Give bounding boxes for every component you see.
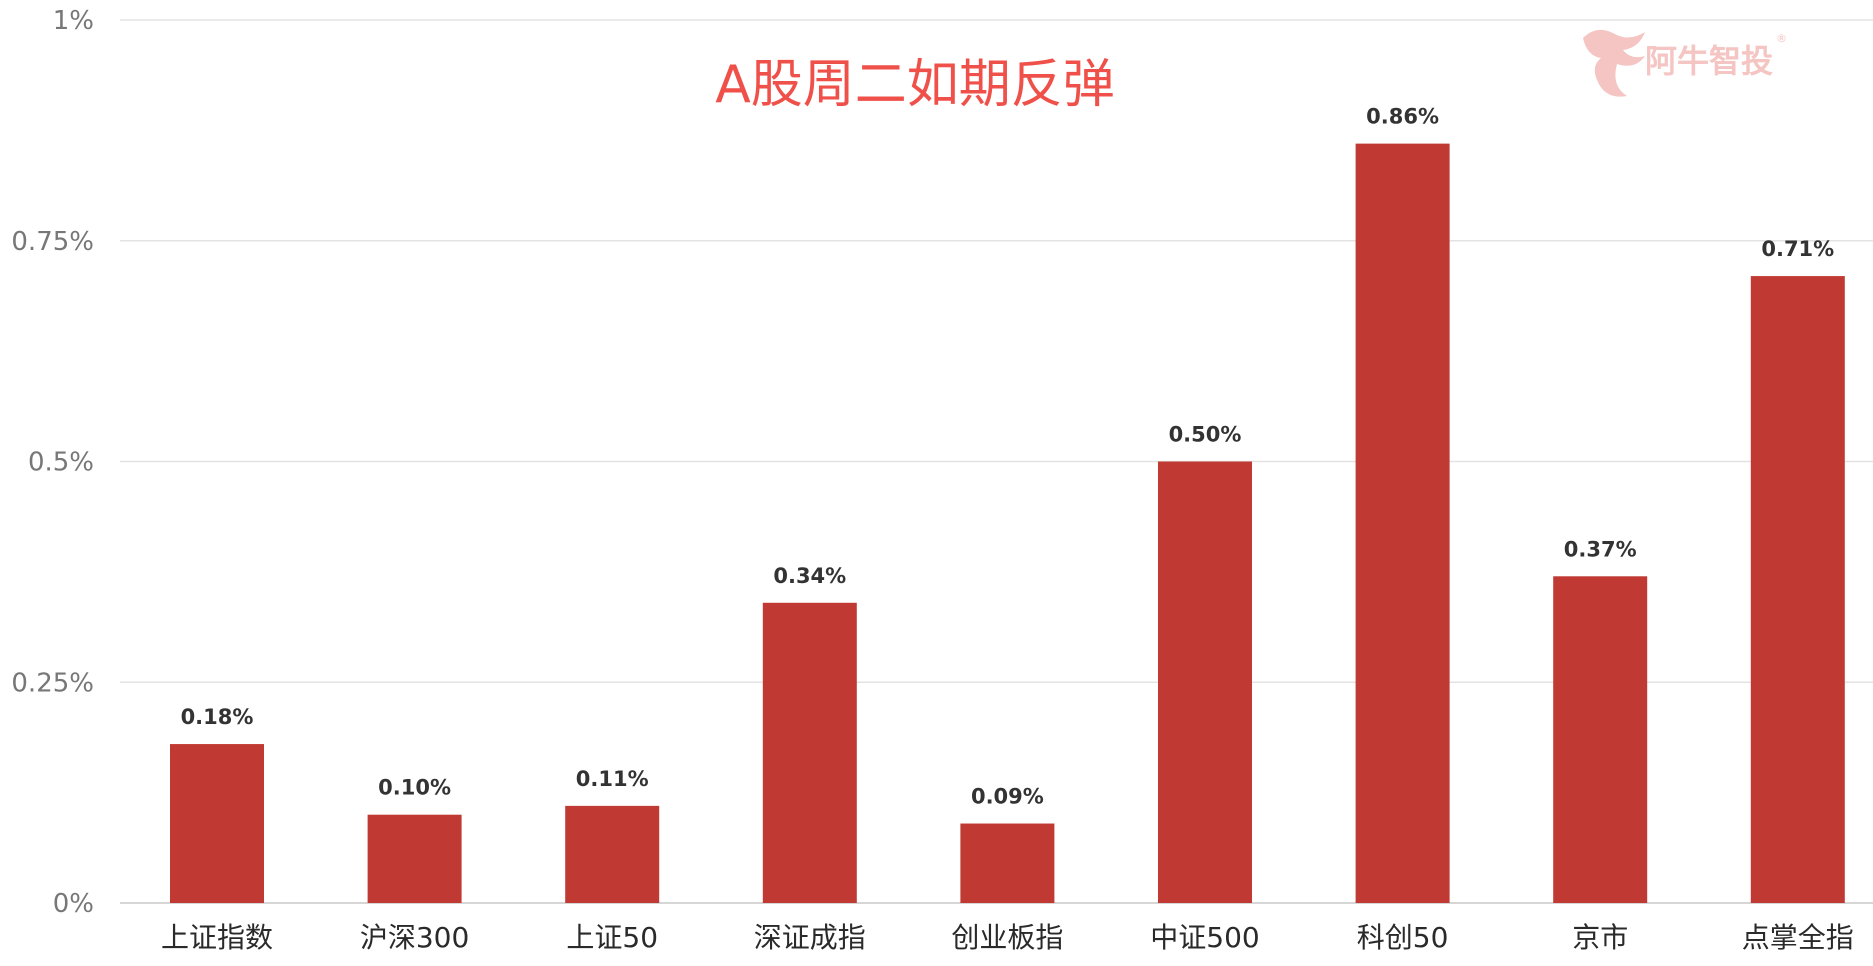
y-tick-label: 0% — [53, 889, 94, 919]
x-tick-label: 上证指数 — [161, 921, 273, 954]
data-label: 0.71% — [1761, 237, 1834, 261]
bar-8 — [1553, 576, 1648, 903]
bar-9 — [1750, 276, 1845, 903]
y-tick-label: 0.25% — [11, 668, 94, 698]
data-label: 0.09% — [971, 785, 1044, 809]
bar-6 — [1158, 461, 1252, 903]
data-label: 0.18% — [181, 705, 254, 729]
data-label: 0.11% — [576, 767, 649, 791]
x-tick-label: 中证500 — [1150, 921, 1259, 954]
bull-logo-icon — [1583, 29, 1645, 97]
data-label: 0.34% — [773, 564, 846, 588]
data-labels: 0.18% 0.10% 0.11% 0.34% 0.09% 0.50% 0.86% 0.37%… — [181, 105, 1835, 809]
y-tick-label: 0.75% — [11, 227, 94, 257]
bar-2 — [367, 814, 462, 903]
x-tick-label: 点掌全指 — [1742, 921, 1854, 954]
watermark: 阿牛智投 ® — [1583, 29, 1787, 97]
x-tick-label: 京市 — [1572, 921, 1628, 954]
x-tick-label: 上证50 — [566, 921, 658, 954]
bar-4 — [762, 602, 857, 903]
data-label: 0.37% — [1564, 537, 1637, 561]
x-tick-label: 沪深300 — [360, 921, 469, 954]
bar-7 — [1355, 143, 1450, 903]
y-tick-label: 1% — [53, 6, 94, 36]
x-tick-label: 科创50 — [1357, 921, 1449, 954]
y-tick-label: 0.5% — [28, 448, 94, 478]
bar-3 — [565, 805, 660, 903]
x-axis: 上证指数 沪深300 上证50 深证成指 创业板指 中证500 科创50 京市 点掌全指 — [161, 921, 1854, 954]
bar-1 — [170, 744, 264, 903]
y-axis: 0% 0.25% 0.5% 0.75% 1% — [11, 6, 94, 919]
bar-5 — [960, 823, 1055, 903]
bars — [170, 143, 1845, 903]
data-label: 0.50% — [1169, 423, 1242, 447]
watermark-text: 阿牛智投 — [1645, 42, 1773, 80]
watermark-registered: ® — [1776, 32, 1787, 45]
data-label: 0.10% — [378, 776, 451, 800]
x-tick-label: 深证成指 — [754, 921, 866, 954]
x-tick-label: 创业板指 — [951, 921, 1063, 954]
data-label: 0.86% — [1366, 105, 1439, 129]
chart-title: A股周二如期反弹 — [715, 55, 1115, 115]
